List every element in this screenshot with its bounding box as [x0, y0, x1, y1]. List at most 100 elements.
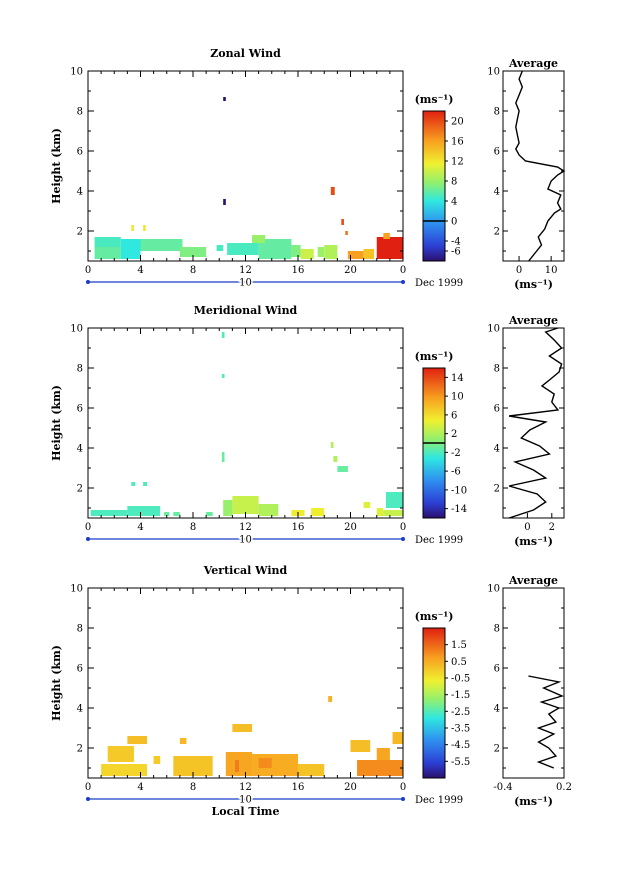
heatmap-cell: [350, 740, 371, 752]
avg-unit: (ms⁻¹): [514, 535, 553, 548]
date-day: 10: [239, 278, 252, 289]
heatmap-cell: [300, 249, 314, 259]
avg-x-tick-label: 0: [524, 522, 530, 533]
avg-unit: (ms⁻¹): [514, 278, 553, 291]
heatmap-cell: [298, 764, 325, 776]
heatmap-cell: [258, 239, 292, 259]
heatmap-cell: [392, 732, 403, 744]
y-tick-label: 10: [70, 67, 83, 78]
heatmap-cell: [324, 245, 338, 259]
colorbar-tick-label: -10: [451, 485, 467, 496]
heatmap-cell: [120, 239, 141, 259]
heatmap-cell: [258, 758, 272, 768]
heatmap-cell: [330, 187, 335, 195]
x-tick-label: 0: [400, 265, 406, 276]
y-tick-label: 6: [77, 664, 83, 675]
heatmap-cell: [376, 508, 384, 516]
y-axis-label: Height (km): [50, 645, 63, 721]
date-day: 10: [239, 535, 252, 546]
avg-y-tick-label: 8: [494, 364, 500, 375]
y-axis-label: Height (km): [50, 385, 63, 461]
y-tick-label: 8: [77, 624, 83, 635]
average-profile-line: [528, 675, 565, 769]
colorbar-tick-label: -0.5: [451, 674, 470, 685]
date-day: 10: [239, 795, 252, 806]
avg-x-tick-label: 2: [549, 522, 555, 533]
x-tick-label: 0: [400, 522, 406, 533]
heatmap-cell: [347, 251, 364, 259]
y-tick-label: 2: [77, 744, 83, 755]
plot-frame: [87, 70, 404, 262]
heatmap-cell: [345, 231, 348, 235]
heatmap-cells: [94, 97, 403, 259]
y-tick-label: 4: [77, 187, 83, 198]
avg-y-tick-label: 10: [487, 584, 500, 595]
heatmap-cell: [252, 235, 266, 243]
heatmap-cell: [143, 225, 146, 231]
heatmap-cell: [143, 482, 148, 486]
x-tick-label: 0: [400, 782, 406, 793]
avg-x-tick-label: -0.4: [493, 782, 512, 793]
heatmap-cell: [140, 239, 183, 251]
average-frame: [502, 327, 565, 519]
average-frame: [502, 70, 565, 262]
colorbar-tick-label: 20: [451, 117, 464, 128]
heatmap-cell: [223, 500, 233, 516]
y-tick-label: 2: [77, 484, 83, 495]
date-bar-start: [86, 537, 90, 541]
x-tick-label: 12: [239, 782, 252, 793]
colorbar-unit: (ms⁻¹): [415, 93, 454, 106]
heatmap-cell: [221, 452, 225, 462]
avg-y-tick-label: 4: [494, 187, 500, 198]
heatmap-cell: [337, 466, 348, 472]
average-profile-line: [515, 70, 566, 262]
heatmap-cell: [363, 502, 371, 508]
heatmap-cell: [206, 512, 213, 516]
avg-y-tick-label: 2: [494, 227, 500, 238]
avg-y-tick-label: 10: [487, 67, 500, 78]
heatmap-cell: [291, 245, 301, 257]
heatmap-cell: [94, 237, 121, 247]
x-tick-label: 20: [344, 522, 357, 533]
y-tick-label: 6: [77, 404, 83, 415]
avg-x-tick-label: 10: [545, 265, 558, 276]
colorbar-tick-label: 0: [451, 217, 457, 228]
colorbar-tick-label: 2: [451, 429, 457, 440]
avg-unit: (ms⁻¹): [514, 795, 553, 808]
colorbar: [422, 110, 446, 262]
heatmap-cell: [216, 245, 224, 251]
avg-y-tick-label: 2: [494, 484, 500, 495]
heatmap-cell: [127, 736, 148, 744]
colorbar-tick-label: -6: [451, 467, 461, 478]
heatmap-cells: [90, 332, 403, 516]
colorbar-tick-label: 1.5: [451, 640, 467, 651]
x-tick-label: 16: [292, 522, 305, 533]
colorbar-tick-label: -5.5: [451, 757, 470, 768]
x-tick-label: 0: [85, 522, 91, 533]
heatmap-cell: [376, 748, 390, 760]
heatmap-cell: [383, 233, 390, 239]
avg-x-tick-label: 0: [516, 265, 522, 276]
heatmap-cell: [223, 199, 226, 205]
heatmap-cell: [317, 247, 325, 257]
colorbar-tick-label: 16: [451, 137, 464, 148]
colorbar-tick-label: -6: [451, 247, 461, 258]
avg-y-tick-label: 8: [494, 624, 500, 635]
x-tick-label: 16: [292, 782, 305, 793]
x-tick-label: 4: [137, 782, 143, 793]
y-tick-label: 8: [77, 364, 83, 375]
colorbar-tick-label: -4.5: [451, 740, 470, 751]
colorbar-tick-label: -14: [451, 504, 467, 515]
average-title: Average: [508, 574, 558, 587]
panel-title: Vertical Wind: [203, 564, 288, 577]
date-bar-start: [86, 797, 90, 801]
heatmap-cell: [333, 456, 338, 462]
date-label: Dec 1999: [415, 535, 463, 546]
date-label: Dec 1999: [415, 795, 463, 806]
date-bar-end: [401, 797, 405, 801]
colorbar-tick-label: -2.5: [451, 707, 470, 718]
date-bar-end: [401, 280, 405, 284]
avg-y-tick-label: 8: [494, 107, 500, 118]
